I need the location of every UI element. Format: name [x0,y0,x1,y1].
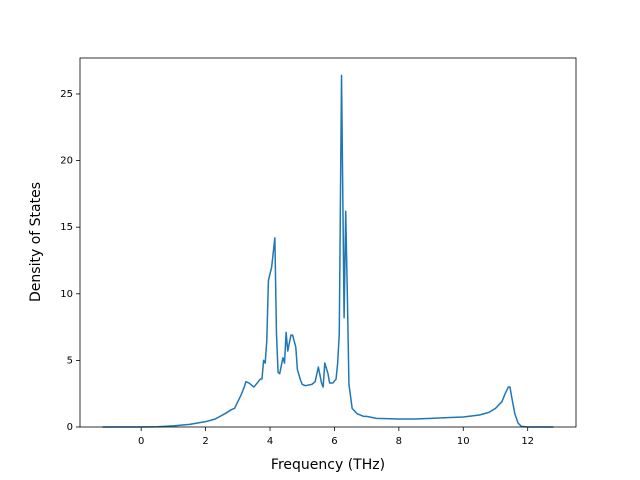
y-tick-label: 20 [60,156,73,167]
x-tick-label: 8 [396,436,402,447]
x-tick-label: 6 [331,436,337,447]
y-axis-label: Density of States [28,182,44,302]
x-tick-label: 12 [521,436,534,447]
x-tick-label: 10 [457,436,470,447]
x-tick-label: 2 [202,436,208,447]
x-axis-label: Frequency (THz) [271,457,385,473]
y-tick-label: 25 [60,89,73,100]
dos-line [102,74,554,428]
y-tick-label: 10 [60,289,73,300]
x-tick-label: 4 [267,436,273,447]
y-tick-label: 0 [67,422,73,433]
y-tick-label: 5 [67,355,73,366]
y-tick-label: 15 [60,222,73,233]
x-tick-label: 0 [138,436,144,447]
plot-frame [79,57,577,428]
